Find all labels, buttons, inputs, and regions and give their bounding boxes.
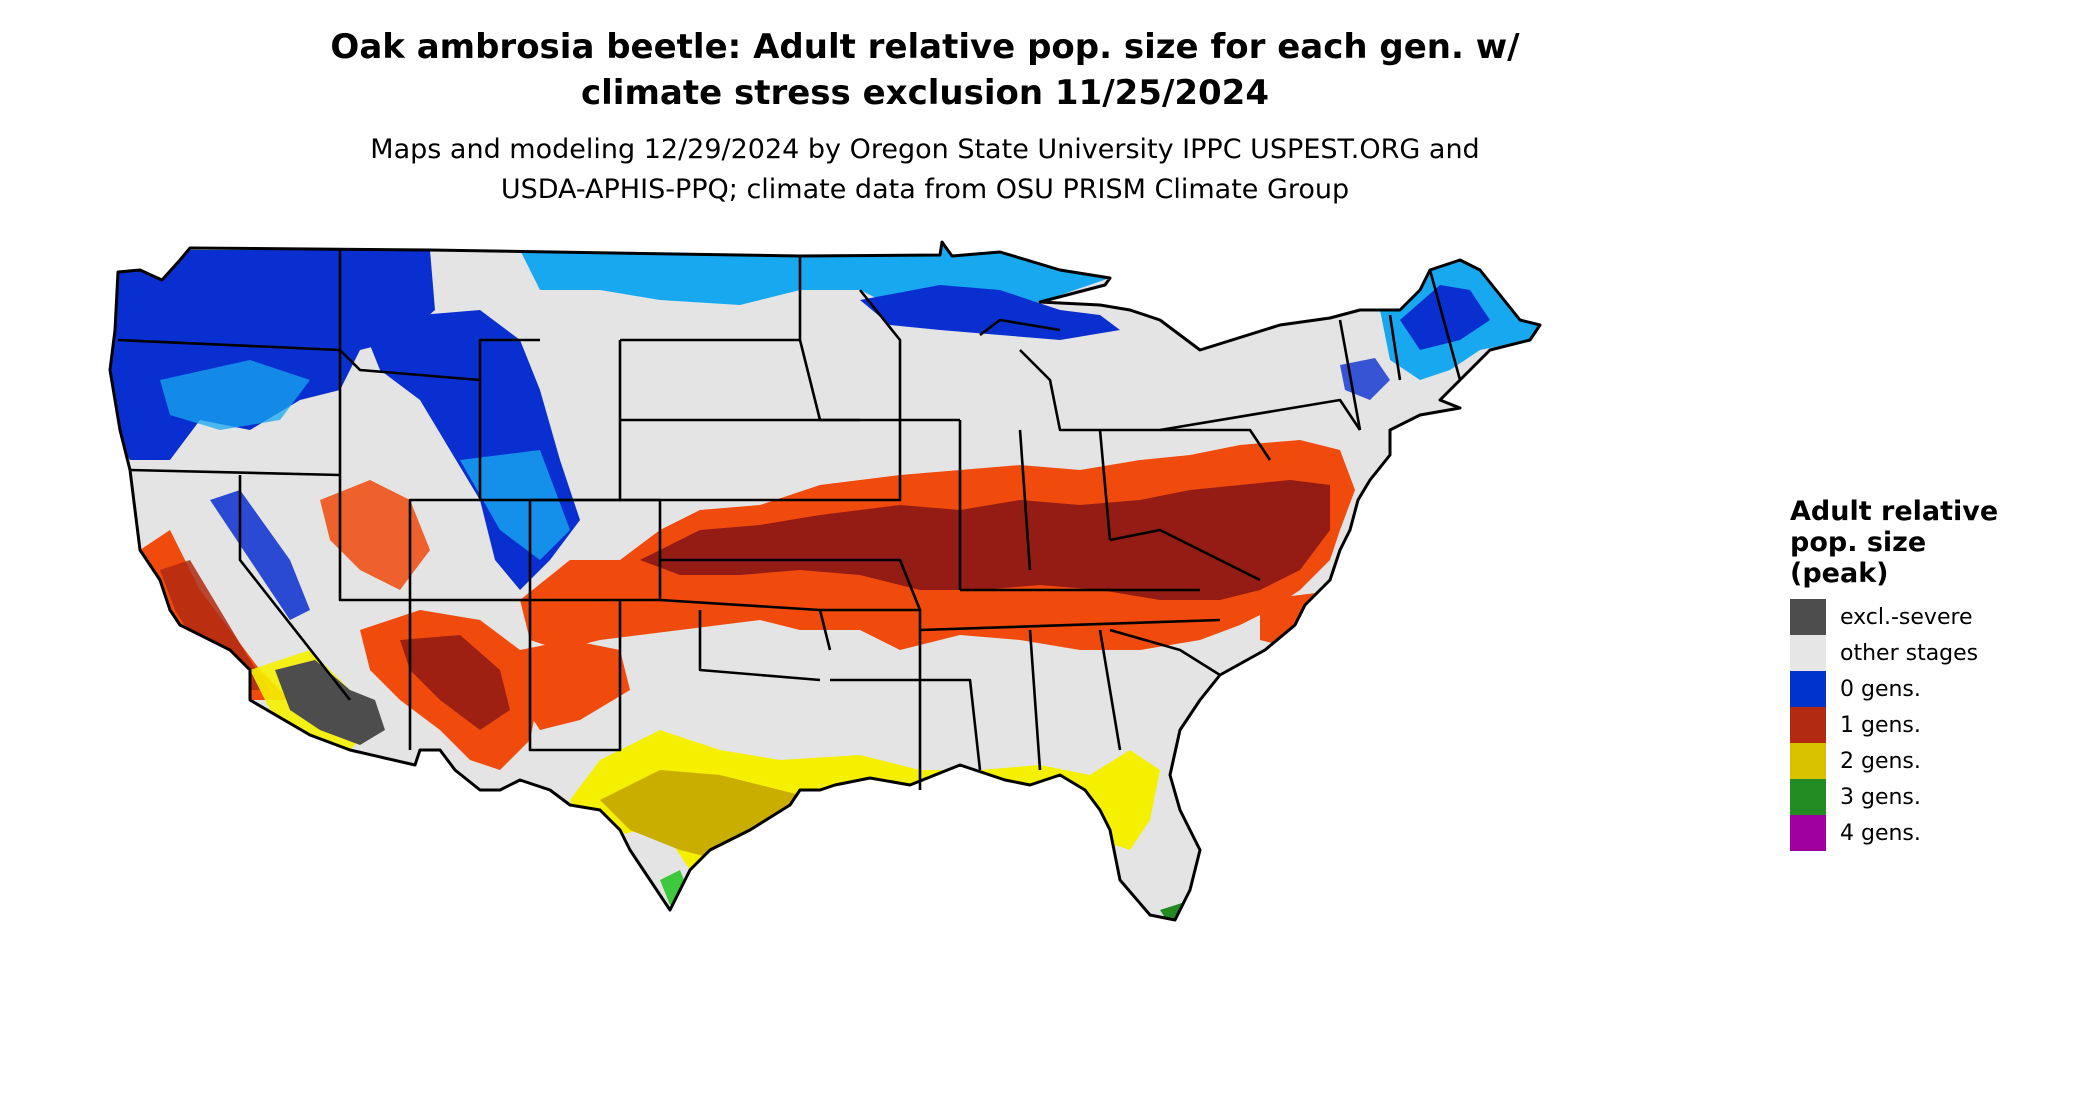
border-new-england xyxy=(1338,269,1462,431)
border-il-in-oh xyxy=(958,420,1112,590)
legend-items: excl.-severe other stages 0 gens. 1 gens… xyxy=(1790,599,2050,851)
legend-item-other-stages: other stages xyxy=(1790,635,2050,671)
region-excl-severe-desert xyxy=(275,660,385,745)
border-nv-ut xyxy=(338,475,410,602)
us-map xyxy=(108,240,1542,922)
region-2-gens-louisiana-olive xyxy=(820,790,920,830)
map-subtitle-line-2: USDA-APHIS-PPQ; climate data from OSU PR… xyxy=(500,174,1350,205)
border-or-ca-nv xyxy=(129,468,341,477)
border-ca-nv xyxy=(238,475,352,701)
legend-item-1-gens: 1 gens. xyxy=(1790,707,2050,743)
legend-label: other stages xyxy=(1840,640,1979,666)
region-0-gens-lake-superior-shore xyxy=(860,285,1120,340)
legend-title-line-1: Adult relative xyxy=(1790,496,1999,527)
region-0-gens-northwest-light xyxy=(160,360,310,430)
border-ny-pa xyxy=(1159,398,1362,432)
state-borders xyxy=(108,240,1542,922)
legend-swatch xyxy=(1790,779,1826,815)
legend-title-line-3: (peak) xyxy=(1790,558,1889,589)
border-nd-sd xyxy=(620,338,820,422)
border-ia-mo xyxy=(820,418,922,680)
border-va-wv-pa xyxy=(1100,428,1272,582)
legend-item-3-gens: 3 gens. xyxy=(1790,779,2050,815)
legend-swatch xyxy=(1790,743,1826,779)
legend-label: 3 gens. xyxy=(1840,784,1921,810)
legend-swatch xyxy=(1790,707,1826,743)
border-wi-il xyxy=(858,289,960,422)
border-al-ga xyxy=(1028,629,1122,771)
legend: Adult relative pop. size (peak) excl.-se… xyxy=(1790,496,2050,851)
region-1-gens-central-belt-dark xyxy=(640,480,1330,600)
border-ar-la-ms xyxy=(820,608,982,790)
legend-label: 2 gens. xyxy=(1840,748,1921,774)
legend-title-line-2: pop. size xyxy=(1790,527,1927,558)
border-ky-tn xyxy=(919,588,1221,632)
region-1-gens-california-dark xyxy=(160,560,270,690)
legend-label: 1 gens. xyxy=(1840,712,1921,738)
map-subtitle-line-1: Maps and modeling 12/29/2024 by Oregon S… xyxy=(370,134,1480,165)
border-carolinas xyxy=(1109,628,1221,677)
region-1-gens-great-basin xyxy=(320,480,430,590)
region-0-gens-sierra xyxy=(210,490,310,620)
border-michigan xyxy=(979,318,1100,432)
legend-swatch xyxy=(1790,671,1826,707)
legend-item-2-gens: 2 gens. xyxy=(1790,743,2050,779)
legend-swatch xyxy=(1790,599,1826,635)
map-title-line-1: Oak ambrosia beetle: Adult relative pop.… xyxy=(330,27,1520,67)
region-1-gens-west-texas xyxy=(520,640,630,730)
border-ne-ks xyxy=(620,498,860,562)
legend-item-4-gens: 4 gens. xyxy=(1790,815,2050,851)
border-az-nm xyxy=(408,600,622,752)
legend-title: Adult relative pop. size (peak) xyxy=(1790,496,2050,589)
legend-item-excl-severe: excl.-severe xyxy=(1790,599,2050,635)
legend-item-0-gens: 0 gens. xyxy=(1790,671,2050,707)
map-fill-layer xyxy=(110,242,1540,920)
map-subtitle: Maps and modeling 12/29/2024 by Oregon S… xyxy=(0,130,1850,210)
legend-swatch xyxy=(1790,635,1826,671)
legend-swatch xyxy=(1790,815,1826,851)
legend-label: excl.-severe xyxy=(1840,604,1973,630)
border-wa-or xyxy=(117,338,341,352)
region-0-gens-rockies-light xyxy=(460,450,570,560)
border-co-east xyxy=(530,498,662,602)
legend-label: 0 gens. xyxy=(1840,676,1921,702)
map-title-line-2: climate stress exclusion 11/25/2024 xyxy=(580,73,1269,113)
region-1-gens-southwest-dark xyxy=(400,635,510,730)
legend-label: 4 gens. xyxy=(1840,820,1921,846)
region-0-gens-new-england-dark xyxy=(1400,285,1490,350)
map-title: Oak ambrosia beetle: Adult relative pop.… xyxy=(0,24,1850,116)
